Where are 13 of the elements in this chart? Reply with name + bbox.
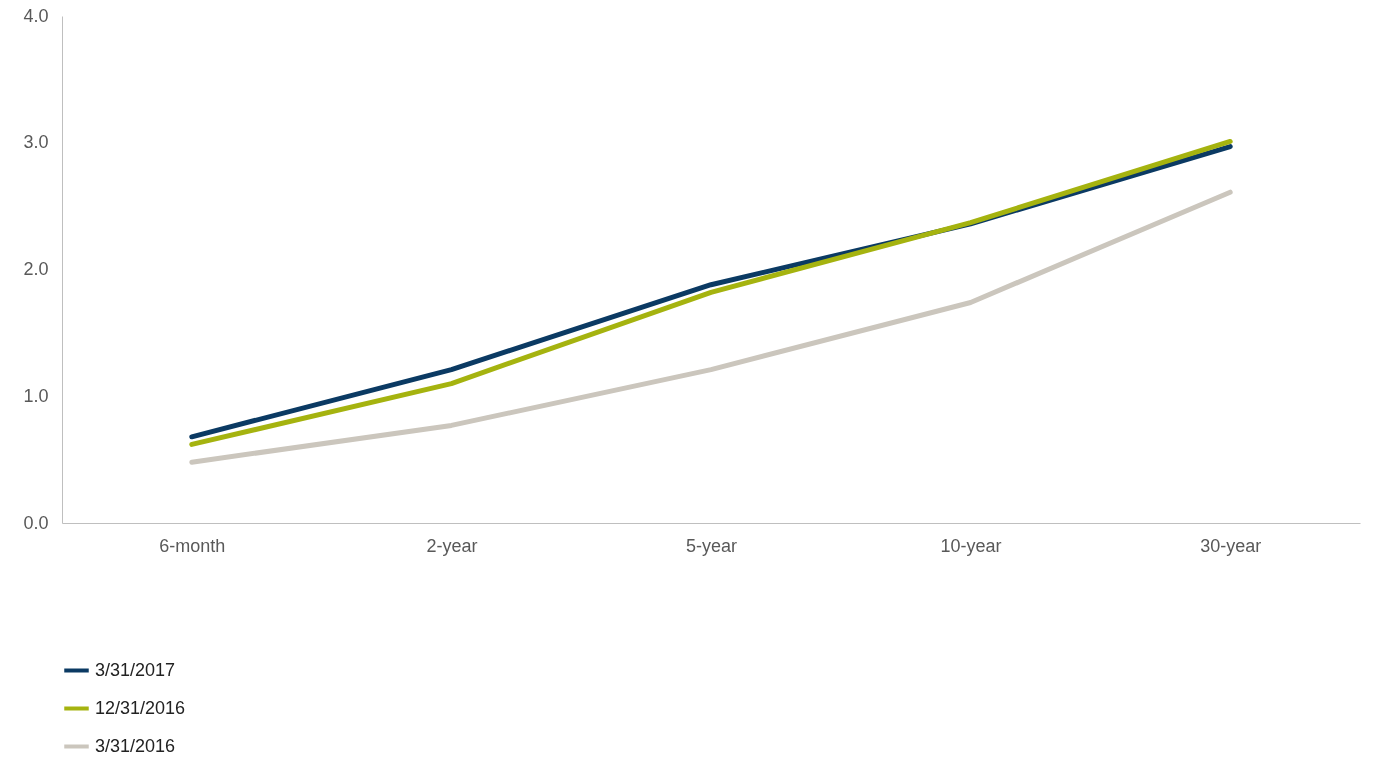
x-tick-label: 6-month — [159, 535, 226, 556]
legend-label: 3/31/2016 — [95, 735, 176, 756]
y-tick-label: 0.0 — [23, 512, 49, 533]
x-tick-label: 10-year — [940, 535, 1002, 556]
legend-label: 3/31/2017 — [95, 659, 176, 680]
x-tick-label: 2-year — [426, 535, 478, 556]
legend-label: 12/31/2016 — [95, 697, 186, 718]
y-tick-label: 1.0 — [23, 385, 49, 406]
y-tick-label: 2.0 — [23, 259, 49, 279]
y-tick-label: 4.0 — [23, 5, 49, 26]
y-tick-label: 3.0 — [23, 132, 49, 153]
x-tick-label: 30-year — [1200, 535, 1262, 556]
x-tick-label: 5-year — [685, 535, 738, 556]
